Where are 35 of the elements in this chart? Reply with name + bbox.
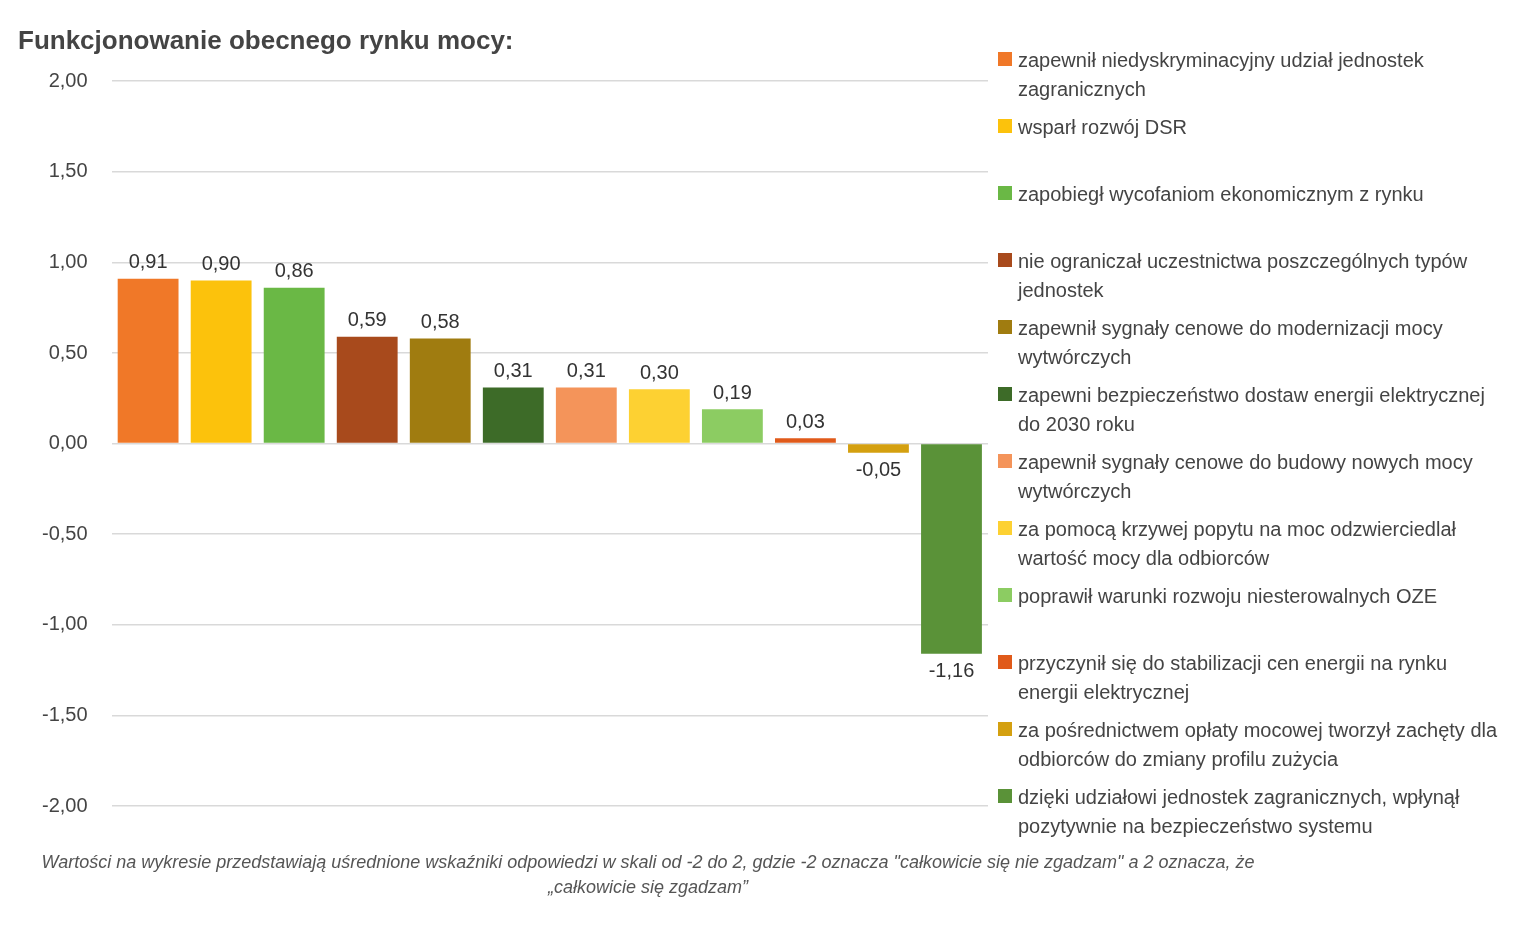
legend-label: zapewnił niedyskryminacyjny udział jednostek zagranicznych bbox=[1018, 48, 1425, 102]
data-label: 0,58 bbox=[420, 310, 460, 333]
data-label: -1,16 bbox=[928, 659, 975, 682]
legend-label: dzięki udziałowi jednostek zagranicznych, wpłynął pozytywnie na bezpieczeństwo systemu bbox=[1018, 785, 1461, 839]
y-tick-label: 1,00 bbox=[48, 249, 88, 272]
y-tick-label: -0,50 bbox=[41, 521, 88, 544]
legend-label: zapobiegł wycofaniom ekonomicznym z rynku bbox=[1018, 182, 1424, 207]
legend-label: zapewni bezpieczeństwo dostaw energii elektrycznej do 2030 roku bbox=[1018, 383, 1486, 437]
data-label: 0,31 bbox=[493, 358, 533, 381]
y-tick-label: -2,00 bbox=[41, 793, 88, 816]
legend-label: poprawił warunki rozwoju niesterowalnych OZE bbox=[1018, 584, 1438, 609]
legend-label: za pośrednictwem opłaty mocowej tworzył zachęty dla odbiorców do zmiany profilu zużycia bbox=[1018, 718, 1499, 772]
legend-label: za pomocą krzywej popytu na moc odzwierciedlał wartość mocy dla odbiorców bbox=[1018, 517, 1457, 571]
data-label: -0,05 bbox=[855, 458, 902, 481]
legend-label: nie ograniczał uczestnictwa poszczególnych typów jednostek bbox=[1018, 249, 1469, 303]
chart-title: Funkcjonowanie obecnego rynku mocy: bbox=[18, 24, 514, 55]
data-label: 0,86 bbox=[274, 259, 314, 282]
text: Wartości na wykresie przedstawiają uśrednione wskaźniki odpowiedzi w skali od -2 do 2, gdzie -2 oznacza "całkowicie się nie zgadzam" a 2 oznacza, że „całkowicie się zgadzam” bbox=[40, 851, 1256, 899]
legend-label: wsparł rozwój DSR bbox=[1018, 115, 1187, 140]
data-label: 0,59 bbox=[347, 308, 387, 331]
legend-label: zapewnił sygnały cenowe do modernizacji mocy wytwórczych bbox=[1018, 316, 1444, 370]
data-label: 0,31 bbox=[566, 358, 606, 381]
y-tick-label: 0,50 bbox=[48, 340, 88, 363]
data-label: 0,03 bbox=[785, 409, 825, 432]
y-tick-label: -1,50 bbox=[41, 702, 88, 725]
y-tick-label: -1,00 bbox=[41, 612, 88, 635]
legend-label: zapewnił sygnały cenowe do budowy nowych mocy wytwórczych bbox=[1018, 450, 1474, 504]
data-label: 0,91 bbox=[128, 250, 168, 273]
data-label: 0,90 bbox=[201, 252, 241, 275]
legend-label: przyczynił się do stabilizacji cen energii na rynku energii elektrycznej bbox=[1018, 651, 1449, 705]
y-tick-label: 2,00 bbox=[48, 68, 88, 91]
y-tick-label: 0,00 bbox=[48, 431, 88, 454]
data-label: 0,30 bbox=[639, 360, 679, 383]
y-tick-label: 1,50 bbox=[48, 159, 88, 182]
data-label: 0,19 bbox=[712, 380, 752, 403]
